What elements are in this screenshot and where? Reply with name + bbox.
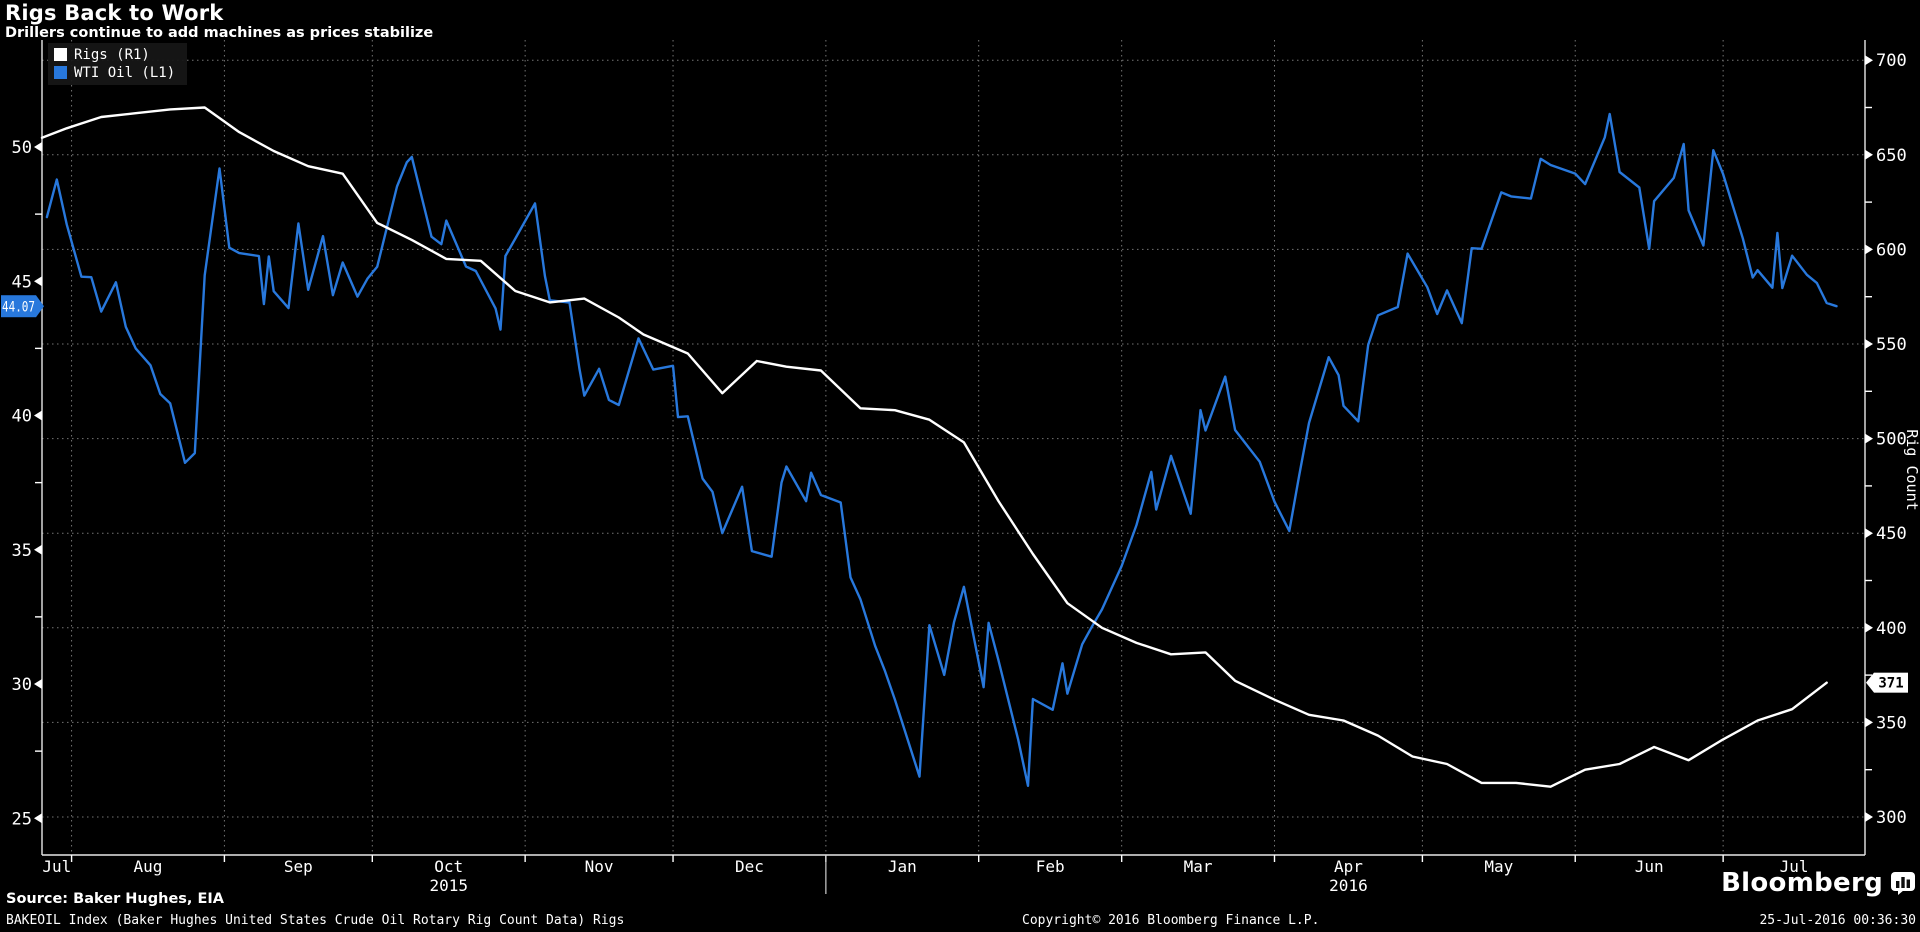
source-line: Source: Baker Hughes, EIA [6, 891, 224, 907]
right-axis-tick-label: 700 [1876, 51, 1907, 71]
left-tick-arrow-icon [34, 276, 42, 287]
legend-item-rigs[interactable]: Rigs (R1) [54, 46, 175, 63]
left-axis-tick-label: 25 [12, 809, 32, 829]
right-axis-tick-label: 400 [1876, 619, 1907, 639]
x-axis-month-label: Jul [42, 857, 71, 876]
x-axis-month-label: Mar [1184, 857, 1213, 876]
right-axis-tick-label: 600 [1876, 240, 1907, 260]
bloomberg-chart-bubble-icon [1891, 872, 1915, 895]
x-axis-month-label: Jul [1780, 857, 1809, 876]
x-axis-month-label: Jan [888, 857, 917, 876]
right-axis-tick-label: 300 [1876, 808, 1907, 828]
left-axis-tick-label: 35 [12, 541, 32, 561]
x-axis-month-label: Dec [735, 857, 764, 876]
left-tick-arrow-icon [34, 142, 42, 152]
right-tick-arrow-icon [1865, 622, 1873, 633]
right-axis-tick-label: 650 [1876, 146, 1907, 166]
timestamp: 25-Jul-2016 00:36:30 [1759, 913, 1916, 928]
right-tick-arrow-icon [1865, 339, 1873, 349]
left-axis-tick-label: 40 [12, 407, 32, 427]
chart-legend: Rigs (R1) WTI Oil (L1) [48, 43, 188, 85]
rigs-series-swatch-icon [54, 48, 67, 61]
bloomberg-logo: Bloomberg [1721, 868, 1916, 898]
x-axis-month-label: May [1484, 857, 1513, 876]
x-axis-month-label: Feb [1036, 857, 1065, 876]
svg-text:44.07: 44.07 [2, 300, 35, 316]
legend-label: WTI Oil (L1) [74, 64, 176, 81]
svg-text:371: 371 [1878, 676, 1903, 692]
copyright-line: Copyright© 2016 Bloomberg Finance L.P. [1022, 913, 1320, 928]
right-axis-tick-label: 550 [1876, 335, 1907, 355]
x-axis-month-label: Oct [434, 857, 463, 876]
left-axis-tick-label: 50 [12, 138, 32, 158]
right-axis-title: Rig Count [1903, 429, 1920, 510]
left-tick-arrow-icon [34, 410, 42, 421]
legend-label: Rigs (R1) [74, 46, 150, 63]
right-axis-tick-label: 500 [1876, 430, 1907, 450]
wti-series-swatch-icon [54, 66, 67, 79]
x-axis-year-label: 2016 [1329, 876, 1368, 895]
left-axis-tick-label: 30 [12, 675, 32, 695]
x-axis-month-label: Nov [585, 857, 614, 876]
right-tick-arrow-icon [1865, 433, 1873, 444]
left-axis-tick-label: 45 [12, 272, 32, 292]
legend-item-wti[interactable]: WTI Oil (L1) [54, 64, 175, 81]
x-axis-year-label: 2015 [429, 876, 468, 895]
right-tick-arrow-icon [1865, 528, 1873, 539]
x-axis-month-label: Apr [1334, 857, 1363, 876]
rigs-last-value-badge: 371 [1866, 672, 1908, 693]
x-axis-month-label: Sep [284, 857, 313, 876]
right-tick-arrow-icon [1865, 244, 1873, 255]
wti-series-line [45, 112, 1838, 787]
wti-last-price-badge: 44.07 [1, 295, 44, 318]
index-description-line: BAKEOIL Index (Baker Hughes United State… [6, 913, 625, 928]
right-axis-tick-label: 450 [1876, 524, 1907, 544]
x-axis-month-label: Aug [134, 857, 163, 876]
left-tick-arrow-icon [34, 544, 42, 555]
bloomberg-wordmark: Bloomberg [1721, 868, 1883, 898]
right-tick-arrow-icon [1865, 812, 1873, 822]
right-tick-arrow-icon [1865, 149, 1873, 160]
right-tick-arrow-icon [1865, 717, 1873, 728]
rigs-series-line [40, 106, 1828, 788]
right-axis-tick-label: 350 [1876, 713, 1907, 733]
page-subtitle: Drillers continue to add machines as pri… [5, 25, 434, 41]
left-tick-arrow-icon [34, 813, 42, 824]
x-axis-month-label: Jun [1635, 857, 1664, 876]
left-tick-arrow-icon [34, 679, 42, 689]
page-title: Rigs Back to Work [5, 1, 224, 25]
right-tick-arrow-icon [1865, 55, 1873, 66]
